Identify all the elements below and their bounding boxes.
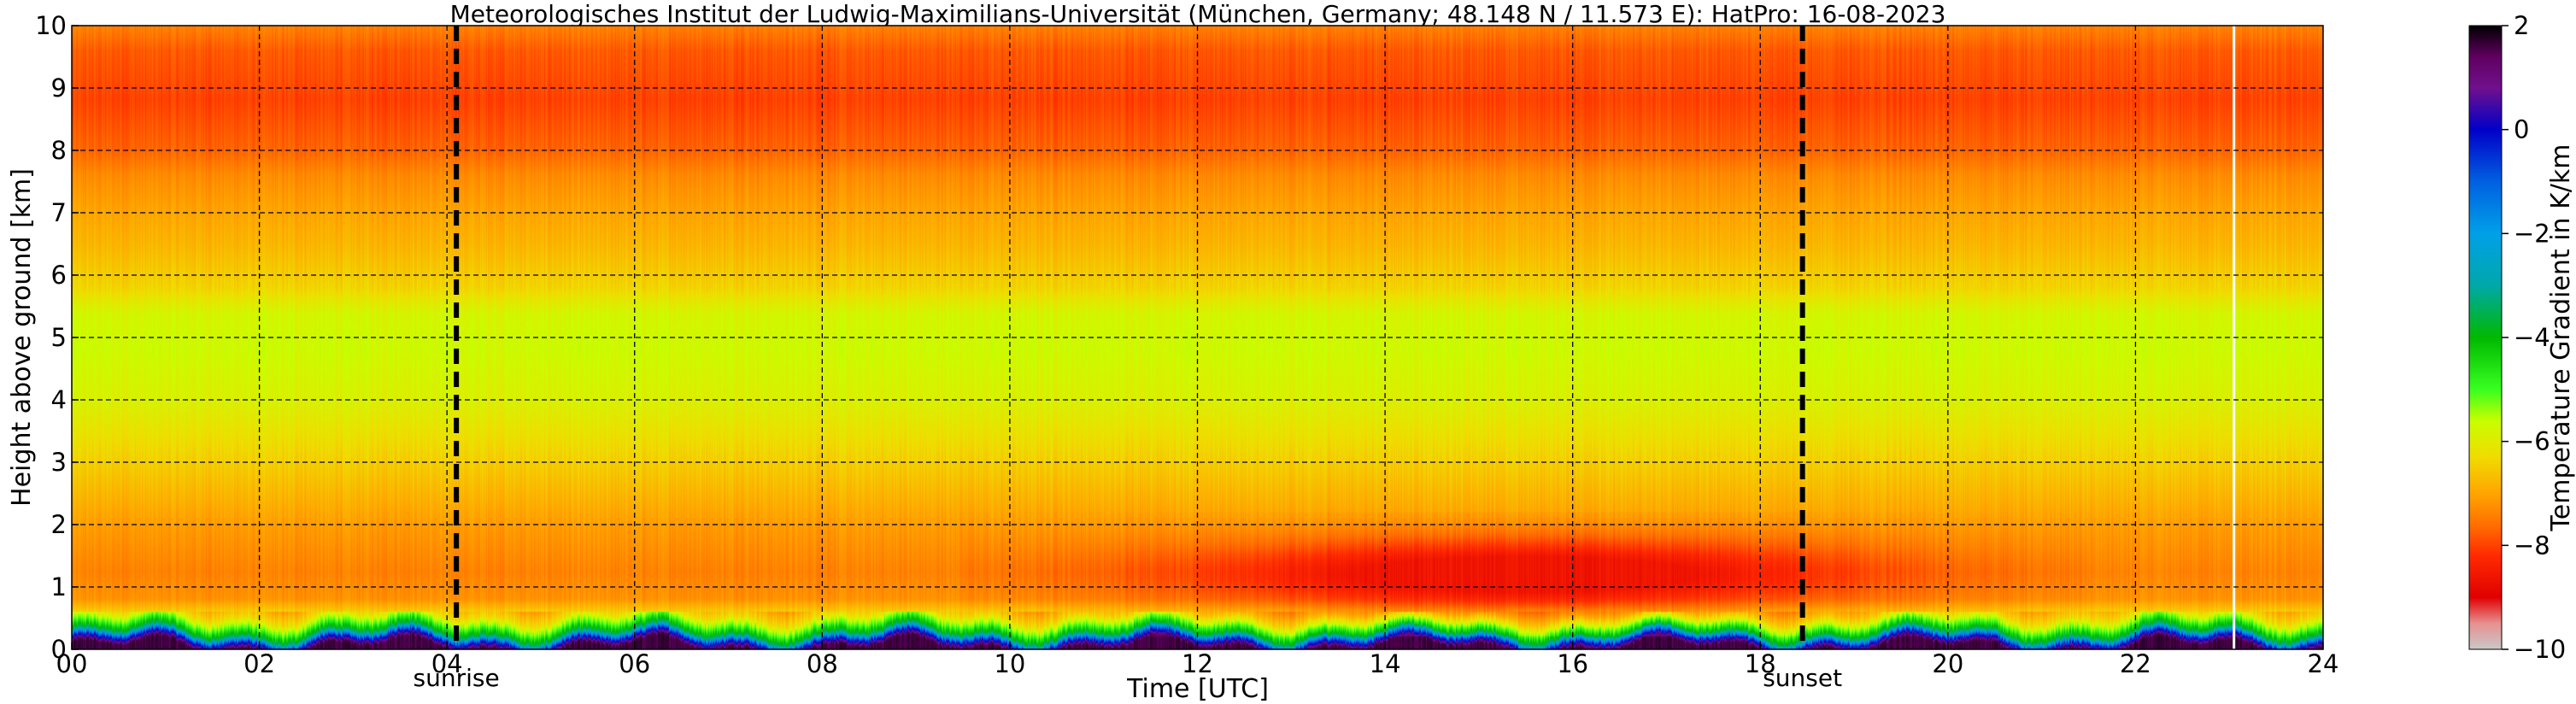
y-tick-label: 6 <box>51 261 67 290</box>
y-tick-label: 10 <box>35 11 67 40</box>
y-axis-label: Height above ground [km] <box>7 168 37 507</box>
y-tick-label: 3 <box>51 448 67 477</box>
y-tick-label: 4 <box>51 385 67 414</box>
x-tick-label: 08 <box>807 649 838 678</box>
x-tick-label: 14 <box>1370 649 1401 678</box>
y-tick-label: 7 <box>51 198 67 227</box>
x-tick-label: 22 <box>2120 649 2151 678</box>
x-tick-label: 10 <box>994 649 1025 678</box>
colorbar-scale <box>2468 25 2503 650</box>
x-tick-label: 24 <box>2308 649 2339 678</box>
colorbar-tick-label: −8 <box>2514 531 2550 560</box>
x-tick-label: 16 <box>1557 649 1588 678</box>
y-axis-ticks: 0 1 2 3 4 5 6 7 8 9 10 <box>35 11 79 664</box>
colorbar-tick-label: −4 <box>2514 323 2550 352</box>
x-tick-label: 06 <box>619 649 650 678</box>
colorbar-tick-label: −10 <box>2514 635 2566 664</box>
x-tick-label: 00 <box>56 649 88 678</box>
colorbar-tick-label: −6 <box>2514 427 2550 456</box>
marker-layer: sunrise sunset <box>414 26 1842 692</box>
colorbar: 2 0 −2 −4 −6 −8 −10 Temperature Gradient in K/… <box>2468 11 2576 664</box>
x-tick-label: 02 <box>244 649 275 678</box>
y-tick-label: 1 <box>51 572 67 601</box>
x-axis-label: Time [UTC] <box>1126 674 1269 704</box>
x-tick-label: 12 <box>1182 649 1213 678</box>
marker-label-sunrise: sunrise <box>414 664 500 692</box>
x-tick-label: 20 <box>1932 649 1963 678</box>
x-tick-label: 18 <box>1745 649 1776 678</box>
chart-title: Meteorologisches Institut der Ludwig-Max… <box>450 0 1946 28</box>
colorbar-tick-label: 2 <box>2514 11 2529 40</box>
y-tick-label: 2 <box>51 510 67 539</box>
x-tick-label: 04 <box>431 649 463 678</box>
colorbar-tick-label: −2 <box>2514 219 2550 248</box>
marker-label-sunset: sunset <box>1763 664 1842 692</box>
y-tick-label: 8 <box>51 136 67 165</box>
grid-layer <box>72 26 2323 649</box>
y-tick-label: 0 <box>51 635 67 664</box>
colorbar-ticks: 2 0 −2 −4 −6 −8 −10 <box>2502 11 2566 664</box>
y-tick-label: 9 <box>51 73 67 103</box>
x-axis-ticks: 00 02 04 06 08 10 12 14 16 18 20 22 24 <box>56 642 2339 678</box>
colorbar-label: Temperature Gradient in K/km <box>2546 144 2576 532</box>
colorbar-tick-label: 0 <box>2514 115 2529 144</box>
y-tick-label: 5 <box>51 323 67 352</box>
